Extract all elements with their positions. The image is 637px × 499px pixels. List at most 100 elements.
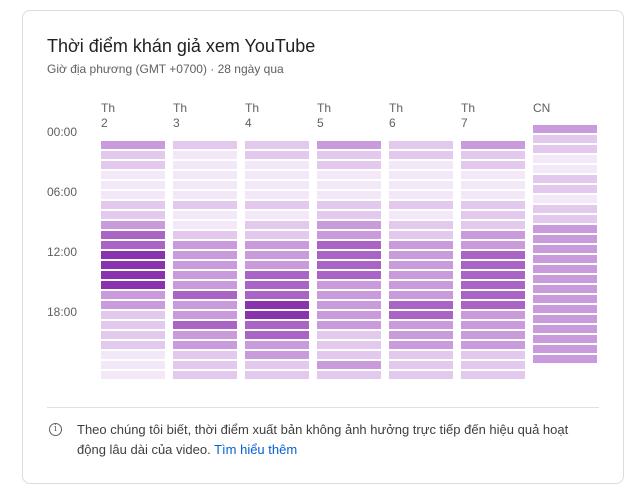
heatmap-cell[interactable] xyxy=(533,355,597,364)
heatmap-cell[interactable] xyxy=(173,261,237,270)
heatmap-cell[interactable] xyxy=(173,151,237,160)
heatmap-cell[interactable] xyxy=(533,325,597,334)
heatmap-cell[interactable] xyxy=(245,281,309,290)
heatmap-cell[interactable] xyxy=(245,141,309,150)
heatmap-cell[interactable] xyxy=(173,191,237,200)
heatmap-cell[interactable] xyxy=(461,141,525,150)
heatmap-cell[interactable] xyxy=(173,371,237,380)
heatmap-cell[interactable] xyxy=(533,205,597,214)
heatmap-cell[interactable] xyxy=(533,255,597,264)
heatmap-cell[interactable] xyxy=(317,271,381,280)
heatmap-cell[interactable] xyxy=(317,321,381,330)
heatmap-cell[interactable] xyxy=(533,265,597,274)
heatmap-cell[interactable] xyxy=(389,311,453,320)
heatmap-cell[interactable] xyxy=(317,191,381,200)
heatmap-cell[interactable] xyxy=(461,371,525,380)
heatmap-cell[interactable] xyxy=(317,351,381,360)
heatmap-cell[interactable] xyxy=(101,191,165,200)
heatmap-cell[interactable] xyxy=(245,311,309,320)
heatmap-cell[interactable] xyxy=(101,161,165,170)
heatmap-cell[interactable] xyxy=(173,251,237,260)
heatmap-cell[interactable] xyxy=(317,301,381,310)
heatmap-cell[interactable] xyxy=(533,345,597,354)
heatmap-cell[interactable] xyxy=(245,181,309,190)
heatmap-cell[interactable] xyxy=(533,125,597,134)
heatmap-cell[interactable] xyxy=(461,151,525,160)
heatmap-cell[interactable] xyxy=(245,301,309,310)
heatmap-cell[interactable] xyxy=(173,201,237,210)
heatmap-cell[interactable] xyxy=(461,291,525,300)
heatmap-cell[interactable] xyxy=(173,241,237,250)
heatmap-cell[interactable] xyxy=(101,201,165,210)
heatmap-cell[interactable] xyxy=(533,155,597,164)
heatmap-cell[interactable] xyxy=(101,331,165,340)
heatmap-cell[interactable] xyxy=(245,331,309,340)
learn-more-link[interactable]: Tìm hiểu thêm xyxy=(214,442,298,457)
heatmap-cell[interactable] xyxy=(389,161,453,170)
heatmap-cell[interactable] xyxy=(173,341,237,350)
heatmap-cell[interactable] xyxy=(317,361,381,370)
heatmap-cell[interactable] xyxy=(533,135,597,144)
heatmap-cell[interactable] xyxy=(173,161,237,170)
heatmap-cell[interactable] xyxy=(317,221,381,230)
heatmap-cell[interactable] xyxy=(173,181,237,190)
heatmap-cell[interactable] xyxy=(245,291,309,300)
heatmap-cell[interactable] xyxy=(101,301,165,310)
heatmap-cell[interactable] xyxy=(101,151,165,160)
heatmap-cell[interactable] xyxy=(101,251,165,260)
heatmap-cell[interactable] xyxy=(533,165,597,174)
heatmap-cell[interactable] xyxy=(533,315,597,324)
heatmap-cell[interactable] xyxy=(245,201,309,210)
heatmap-cell[interactable] xyxy=(533,335,597,344)
heatmap-cell[interactable] xyxy=(317,331,381,340)
heatmap-cell[interactable] xyxy=(317,151,381,160)
heatmap-cell[interactable] xyxy=(245,351,309,360)
heatmap-cell[interactable] xyxy=(461,271,525,280)
heatmap-cell[interactable] xyxy=(461,311,525,320)
heatmap-cell[interactable] xyxy=(461,361,525,370)
heatmap-cell[interactable] xyxy=(533,145,597,154)
heatmap-cell[interactable] xyxy=(317,311,381,320)
heatmap-cell[interactable] xyxy=(389,321,453,330)
heatmap-cell[interactable] xyxy=(101,361,165,370)
heatmap-cell[interactable] xyxy=(461,341,525,350)
heatmap-cell[interactable] xyxy=(173,331,237,340)
heatmap-cell[interactable] xyxy=(245,271,309,280)
heatmap-cell[interactable] xyxy=(461,181,525,190)
heatmap-cell[interactable] xyxy=(317,181,381,190)
heatmap-cell[interactable] xyxy=(101,241,165,250)
heatmap-cell[interactable] xyxy=(245,371,309,380)
heatmap-cell[interactable] xyxy=(317,171,381,180)
heatmap-cell[interactable] xyxy=(389,291,453,300)
heatmap-cell[interactable] xyxy=(317,161,381,170)
heatmap-cell[interactable] xyxy=(389,151,453,160)
heatmap-cell[interactable] xyxy=(533,275,597,284)
heatmap-cell[interactable] xyxy=(389,221,453,230)
heatmap-cell[interactable] xyxy=(101,371,165,380)
heatmap-cell[interactable] xyxy=(317,341,381,350)
heatmap-cell[interactable] xyxy=(533,285,597,294)
heatmap-cell[interactable] xyxy=(245,241,309,250)
heatmap-cell[interactable] xyxy=(173,291,237,300)
heatmap-cell[interactable] xyxy=(173,351,237,360)
heatmap-cell[interactable] xyxy=(533,175,597,184)
heatmap-cell[interactable] xyxy=(389,171,453,180)
heatmap-cell[interactable] xyxy=(245,211,309,220)
heatmap-cell[interactable] xyxy=(173,211,237,220)
heatmap-cell[interactable] xyxy=(245,191,309,200)
heatmap-cell[interactable] xyxy=(461,351,525,360)
heatmap-cell[interactable] xyxy=(533,295,597,304)
heatmap-cell[interactable] xyxy=(245,261,309,270)
heatmap-cell[interactable] xyxy=(389,331,453,340)
heatmap-cell[interactable] xyxy=(173,281,237,290)
heatmap-cell[interactable] xyxy=(533,305,597,314)
heatmap-cell[interactable] xyxy=(533,195,597,204)
heatmap-cell[interactable] xyxy=(317,241,381,250)
heatmap-cell[interactable] xyxy=(317,211,381,220)
heatmap-cell[interactable] xyxy=(101,261,165,270)
heatmap-cell[interactable] xyxy=(461,221,525,230)
heatmap-cell[interactable] xyxy=(461,201,525,210)
heatmap-cell[interactable] xyxy=(173,141,237,150)
heatmap-cell[interactable] xyxy=(173,361,237,370)
heatmap-cell[interactable] xyxy=(461,321,525,330)
